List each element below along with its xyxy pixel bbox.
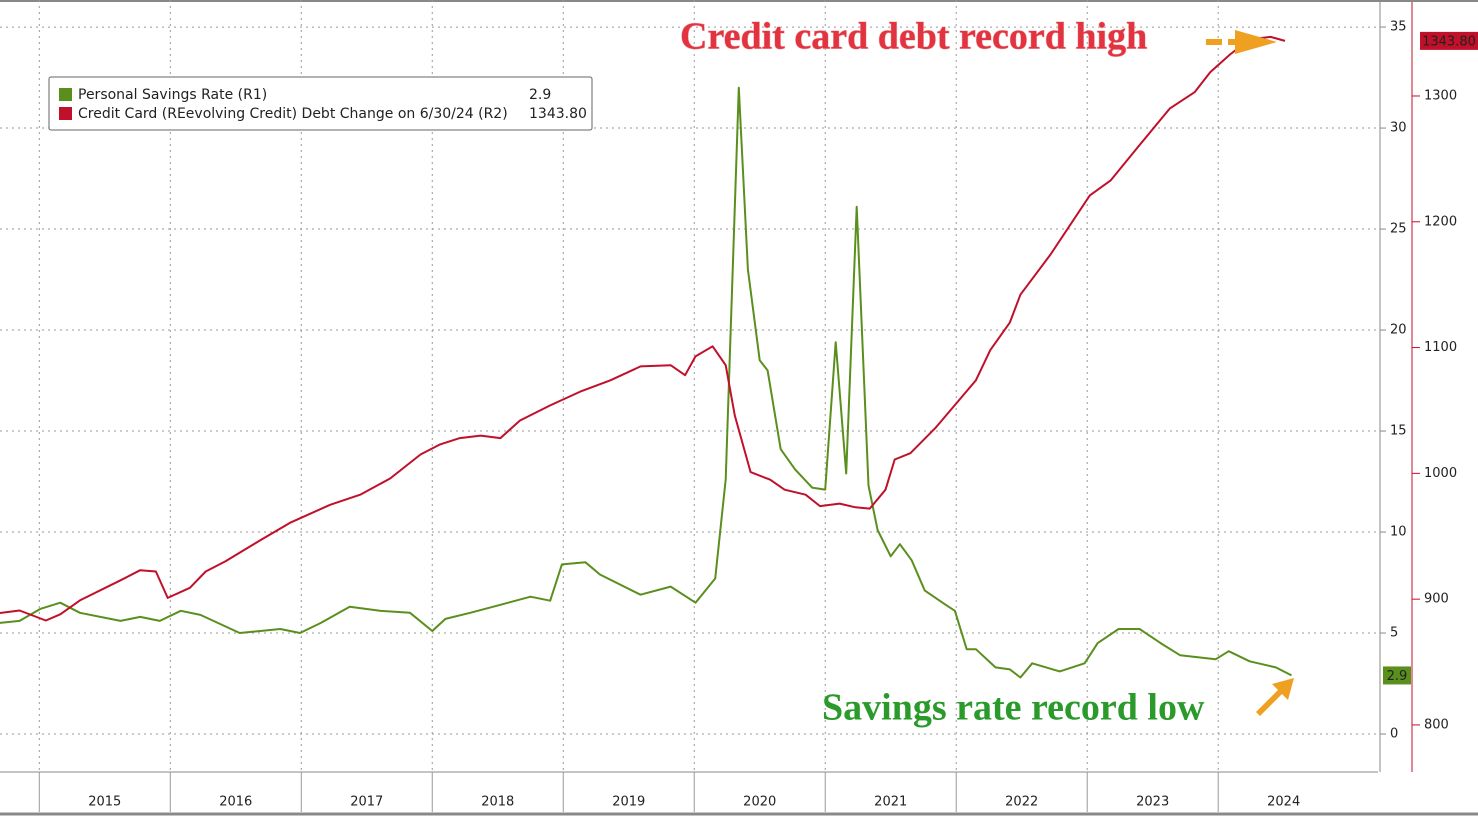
x-tick-label: 2016 — [219, 795, 252, 810]
legend-label: Credit Card (REevolving Credit) Debt Cha… — [78, 106, 508, 122]
y-tick-label: 5 — [1390, 626, 1398, 641]
y-tick-label: 35 — [1390, 20, 1407, 35]
x-tick-label: 2017 — [350, 795, 383, 810]
x-tick-label: 2021 — [874, 795, 907, 810]
legend-value: 2.9 — [529, 87, 551, 103]
annotation: Savings rate record low — [822, 687, 1205, 729]
y-tick-label: 0 — [1390, 727, 1398, 742]
x-tick-label: 2023 — [1136, 795, 1169, 810]
legend-swatch — [59, 107, 72, 120]
axes: 2015 2016 2017 2018 2019 2020 2021 2022 2023 2024… — [88, 20, 1478, 810]
y-tick-label: 20 — [1390, 323, 1407, 338]
y2-tick-label: 1100 — [1424, 340, 1457, 355]
series-line — [0, 35, 1286, 622]
y2-tick-label: 1300 — [1424, 88, 1457, 103]
x-tick-label: 2019 — [612, 795, 645, 810]
legend: Personal Savings Rate (R1) 2.9 Credit Card… — [59, 87, 587, 122]
arrow — [1256, 678, 1294, 716]
annotation: Credit card debt record high — [680, 16, 1147, 58]
legend-label: Personal Savings Rate (R1) — [78, 87, 267, 103]
x-tick-label: 2020 — [743, 795, 776, 810]
x-tick-label: 2015 — [88, 795, 121, 810]
last-value-box — [1383, 666, 1411, 685]
y-tick-label: 25 — [1390, 222, 1407, 237]
arrow — [1206, 30, 1277, 54]
legend-value: 1343.80 — [529, 106, 587, 122]
series-line — [0, 86, 1292, 679]
y-tick-label: 30 — [1390, 121, 1407, 136]
last-value-box — [1420, 31, 1478, 50]
y2-tick-label: 900 — [1424, 592, 1449, 607]
y2-tick-label: 1200 — [1424, 214, 1457, 229]
y-tick-label: 15 — [1390, 424, 1407, 439]
last-value-label: 2.9 — [1387, 669, 1408, 684]
y2-tick-label: 800 — [1424, 717, 1449, 732]
x-tick-label: 2018 — [481, 795, 514, 810]
x-tick-label: 2022 — [1005, 795, 1038, 810]
y2-tick-label: 1000 — [1424, 466, 1457, 481]
x-tick-label: 2024 — [1267, 795, 1300, 810]
last-value-label: 1343.80 — [1422, 34, 1476, 49]
legend-swatch — [59, 88, 72, 101]
legend-box — [48, 76, 593, 131]
y-tick-label: 10 — [1390, 525, 1407, 540]
lines — [0, 35, 1292, 679]
